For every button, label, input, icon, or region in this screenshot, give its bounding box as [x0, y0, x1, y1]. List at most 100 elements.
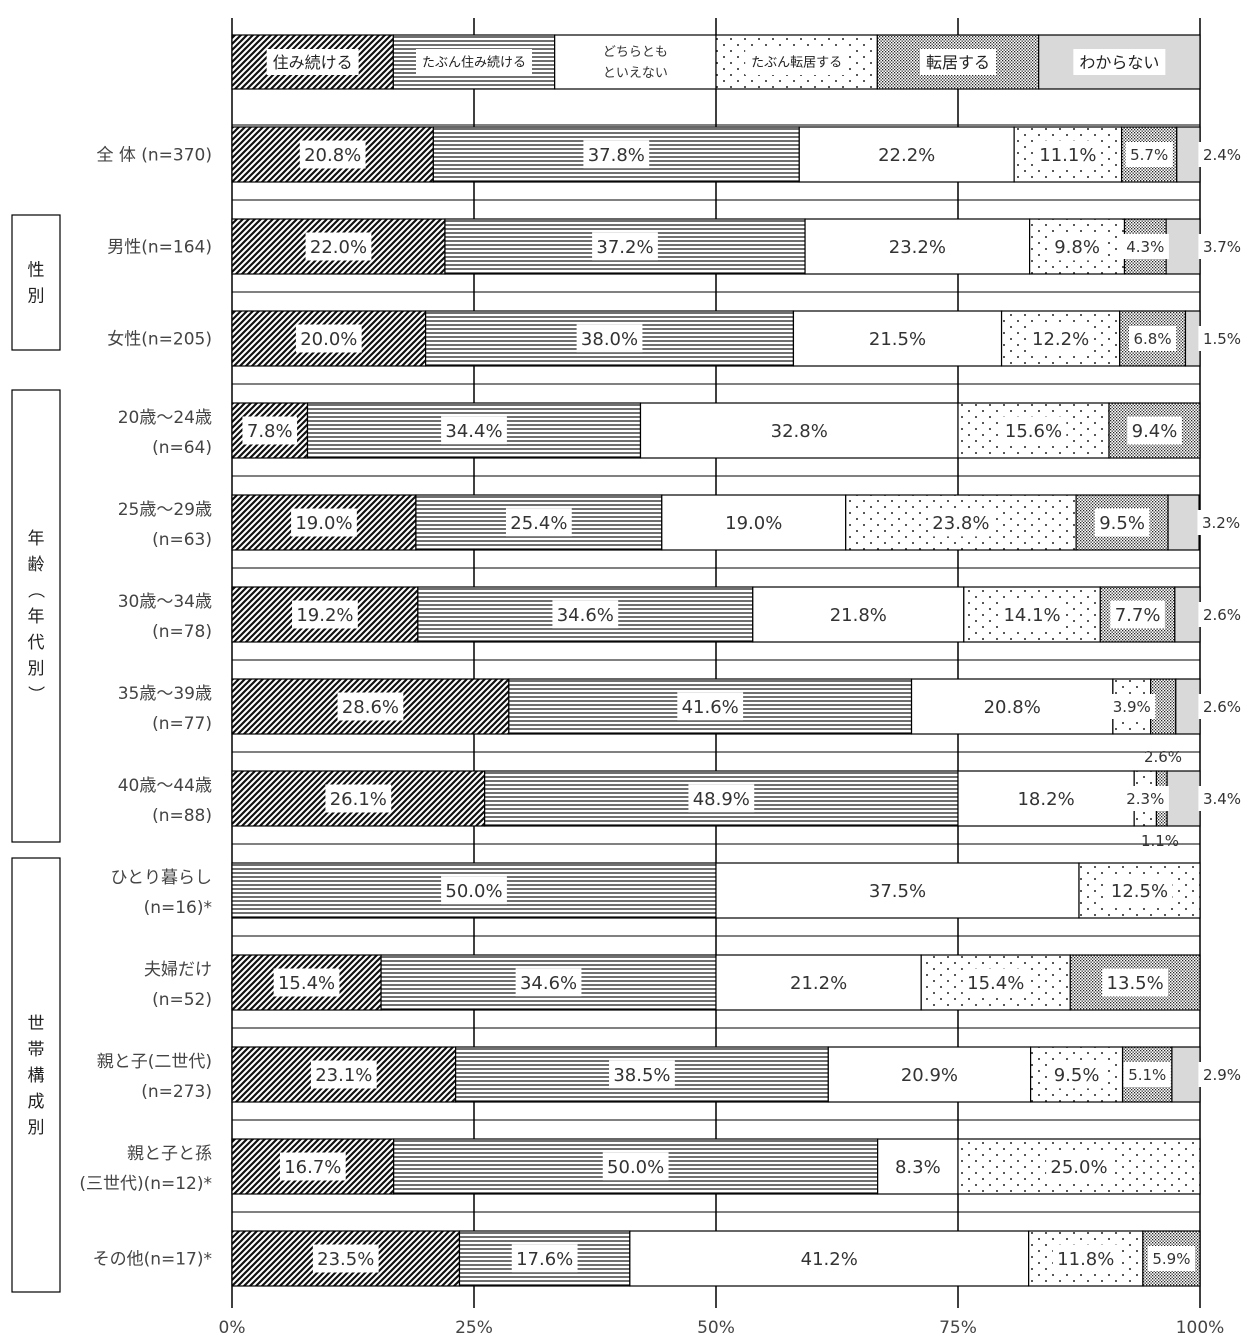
data-label-text: 2.6% [1203, 606, 1241, 624]
category-label: 25歳～29歳 [118, 500, 212, 520]
data-label-text: 3.4% [1203, 790, 1241, 808]
data-label-text: 12.2% [1032, 329, 1089, 350]
x-tick-label: 25% [455, 1318, 493, 1338]
group-label-char: 成 [28, 1092, 45, 1112]
data-label: 14.1% [999, 600, 1065, 629]
category-label: (n=77) [152, 714, 212, 734]
bar-segment [1184, 310, 1201, 367]
data-label: 5.9% [1147, 1246, 1196, 1271]
data-label-text: 41.6% [682, 697, 739, 718]
data-label: 7.7% [1110, 600, 1165, 629]
data-label-text: 50.0% [445, 881, 502, 902]
data-label-text: 23.5% [317, 1249, 374, 1270]
bar-segment [1108, 402, 1201, 459]
data-label-text: 16.7% [284, 1157, 341, 1178]
data-label: 2.9% [1198, 1062, 1245, 1087]
data-label-text: 41.2% [801, 1249, 858, 1270]
data-label: 3.7% [1198, 234, 1245, 259]
data-label-text: 15.4% [278, 973, 335, 994]
data-label-text: 17.6% [516, 1249, 573, 1270]
data-label: 20.8% [979, 692, 1046, 721]
data-label-text: 9.4% [1132, 421, 1178, 442]
group-label-char: （ [25, 582, 45, 599]
data-label: 5.1% [1123, 1062, 1171, 1087]
bar-segment [1176, 126, 1201, 183]
data-label: 32.8% [766, 416, 833, 445]
data-label: 8.3% [890, 1152, 946, 1181]
category-label: 親と子と孫 [127, 1144, 212, 1164]
data-label-text: 3.9% [1113, 698, 1151, 716]
group-label-char: 性 [28, 261, 45, 281]
bar-row [231, 954, 1201, 1011]
legend-label: わからない [1079, 53, 1159, 72]
data-label-text: 9.8% [1054, 237, 1100, 258]
data-label-text: 15.4% [967, 973, 1024, 994]
category-label: 35歳～39歳 [118, 684, 212, 704]
data-label: 3.2% [1197, 510, 1245, 535]
data-label: 13.5% [1102, 968, 1169, 997]
data-label-text: 26.1% [330, 789, 387, 810]
data-label-text: 1.5% [1203, 330, 1241, 348]
data-label: 25.4% [505, 508, 572, 537]
data-label-text: 23.8% [932, 513, 989, 534]
x-tick-label: 50% [697, 1318, 735, 1338]
data-label: 28.6% [337, 692, 404, 721]
category-label: (n=52) [152, 990, 212, 1010]
bar-row [231, 494, 1200, 551]
data-label: 19.2% [292, 600, 358, 629]
x-tick-label: 0% [219, 1318, 246, 1338]
data-label: 23.1% [310, 1060, 377, 1089]
data-label: 1.5% [1198, 326, 1245, 351]
group-label-char: ） [25, 686, 45, 703]
data-label-text: 20.8% [304, 145, 361, 166]
annotation-label: 2.6% [1144, 748, 1182, 766]
data-label: 48.9% [688, 784, 755, 813]
data-label-text: 11.1% [1039, 145, 1096, 166]
data-label-text: 48.9% [693, 789, 750, 810]
bar-segment [1175, 678, 1201, 735]
data-label: 17.6% [511, 1244, 578, 1273]
data-label-text: 38.5% [613, 1065, 670, 1086]
data-label: 7.8% [242, 416, 298, 445]
bar-segment [1167, 494, 1200, 551]
bar-segment [1165, 218, 1201, 275]
legend-label: たぶん転居する [751, 56, 842, 71]
category-label: ひとり暮らし [111, 868, 213, 888]
data-label-text: 2.9% [1203, 1066, 1241, 1084]
group-label-char: 別 [28, 1118, 45, 1138]
data-label: 23.2% [884, 232, 951, 261]
category-label: 20歳～24歳 [118, 408, 212, 428]
data-label: 11.1% [1034, 140, 1101, 169]
group-label-char: 齢 [28, 555, 45, 575]
data-label: 9.4% [1127, 416, 1182, 445]
bar-segment [1171, 1046, 1201, 1103]
data-label-text: 19.0% [295, 513, 352, 534]
legend-label: といえない [603, 66, 668, 81]
data-label-text: 6.8% [1134, 330, 1172, 348]
data-label: 37.2% [592, 232, 658, 261]
category-label: (n=63) [152, 530, 212, 550]
data-label: 21.2% [785, 968, 852, 997]
data-label-text: 3.2% [1202, 514, 1240, 532]
group-label-char: 代 [28, 633, 45, 653]
data-label-text: 22.2% [878, 145, 935, 166]
category-label: 夫婦だけ [144, 960, 212, 980]
data-label: 15.4% [962, 968, 1029, 997]
data-label: 18.2% [1013, 784, 1079, 813]
data-label-text: 2.6% [1203, 698, 1241, 716]
data-label: 41.2% [796, 1244, 863, 1273]
bar-segment [1166, 770, 1201, 827]
data-label: 50.0% [602, 1152, 669, 1181]
data-label-text: 2.4% [1203, 146, 1241, 164]
data-label: 20.8% [299, 140, 366, 169]
category-label: 40歳～44歳 [118, 776, 212, 796]
data-label-text: 12.5% [1111, 881, 1168, 902]
data-label: 23.8% [928, 508, 994, 537]
data-label: 37.8% [583, 140, 650, 169]
data-label: 25.0% [1046, 1152, 1112, 1181]
data-label-text: 3.7% [1203, 238, 1241, 256]
data-label-text: 37.8% [588, 145, 645, 166]
grid-layer: 0% 25% 50% 75% 100% [219, 18, 1224, 1338]
data-label: 15.4% [273, 968, 340, 997]
